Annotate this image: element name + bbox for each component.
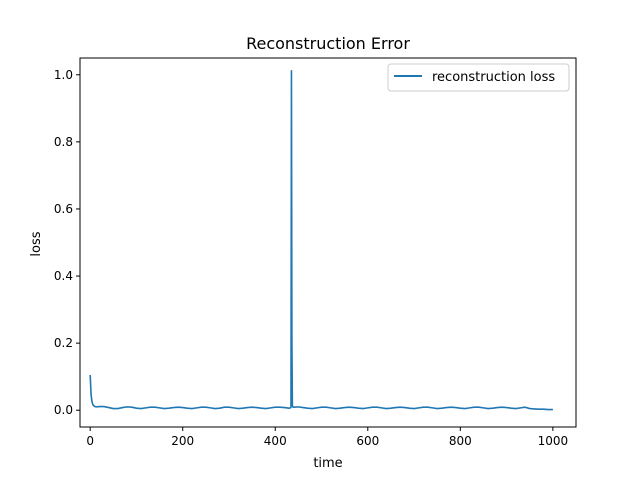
y-tick-label: 0.8 — [54, 135, 73, 149]
chart-title: Reconstruction Error — [246, 34, 410, 53]
y-tick-label: 1.0 — [54, 68, 73, 82]
x-axis-ticks: 0 200 400 600 800 1000 — [86, 427, 568, 448]
x-tick-label: 800 — [449, 434, 472, 448]
series-line-reconstruction-loss — [89, 69, 553, 411]
y-tick-label: 0.6 — [54, 202, 73, 216]
x-axis-label: time — [313, 456, 342, 471]
y-tick-label: 0.2 — [54, 336, 73, 350]
legend: reconstruction loss — [387, 63, 570, 92]
y-tick-label: 0.4 — [54, 269, 73, 283]
series-layer — [89, 69, 553, 411]
y-axis-ticks: 0.0 0.2 0.4 0.6 0.8 1.0 — [54, 68, 80, 417]
y-tick-label: 0.0 — [54, 403, 73, 417]
y-axis-label: loss — [29, 231, 44, 256]
legend-box — [387, 63, 570, 92]
plot-area: 0 200 400 600 800 1000 0.0 0.2 0.4 0.6 0.8 1.0 — [54, 57, 577, 448]
x-tick-label: 200 — [171, 434, 194, 448]
x-tick-label: 400 — [264, 434, 287, 448]
x-tick-label: 600 — [356, 434, 379, 448]
x-tick-label: 0 — [86, 434, 94, 448]
legend-entry-reconstruction-loss: reconstruction loss — [432, 70, 555, 85]
x-tick-label: 1000 — [538, 434, 569, 448]
axes-frame — [79, 57, 577, 428]
